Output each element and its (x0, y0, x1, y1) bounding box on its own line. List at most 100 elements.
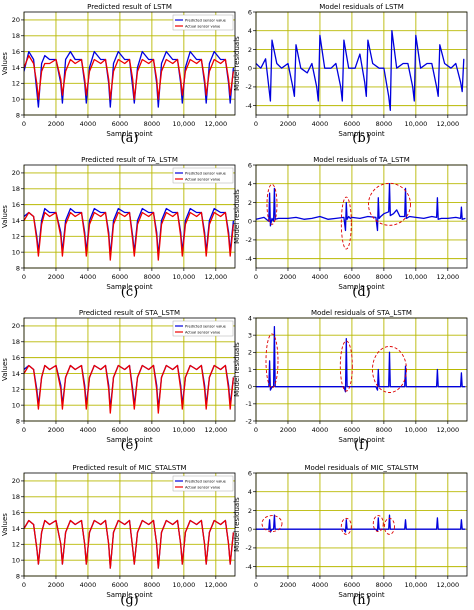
y-tick-label: 6 (248, 161, 252, 169)
x-tick-label: 8000 (376, 273, 393, 281)
x-tick-label: 10,000 (404, 120, 427, 128)
series-line-1 (256, 325, 466, 393)
y-tick-label: 14 (12, 370, 20, 378)
x-tick-label: 10,000 (172, 581, 195, 589)
y-tick-label: 6 (248, 8, 252, 16)
x-tick-label: 6000 (344, 581, 361, 589)
y-tick-label: 20 (12, 477, 20, 485)
x-axis-label: Sample point (106, 130, 153, 138)
x-tick-label: 0 (22, 581, 26, 589)
x-tick-label: 4000 (312, 581, 329, 589)
legend-entry: Actual sensor value (185, 486, 221, 490)
chart-title: Model residuals of LSTM (319, 3, 403, 11)
x-tick-label: 10,000 (404, 581, 427, 589)
y-tick-label: -2 (246, 544, 252, 552)
y-tick-label: -4 (246, 563, 252, 571)
y-tick-label: 20 (12, 169, 20, 177)
x-tick-label: 12,000 (204, 426, 227, 434)
chart-title: Model residuals of MIC_STALSTM (305, 464, 419, 472)
x-tick-label: 4000 (80, 120, 97, 128)
highlight-ellipse (340, 196, 352, 250)
x-tick-label: 4000 (312, 120, 329, 128)
y-tick-label: 14 (12, 525, 20, 533)
series-line-1 (256, 30, 465, 111)
x-axis-label: Sample point (106, 436, 153, 444)
chart-panel-3: 0 2000 4000 6000 8000 10,000 12,000 8 10 12 14 16 18… (1, 156, 236, 300)
panel-label: (c) (121, 285, 138, 300)
plot-frame (255, 11, 468, 116)
x-axis-label: Sample point (338, 436, 385, 444)
x-tick-label: 8000 (144, 426, 161, 434)
plot-frame (23, 317, 236, 422)
y-tick-label: 14 (12, 64, 20, 72)
panel-label: (a) (121, 131, 139, 146)
y-axis-label: Model residuals (233, 497, 241, 552)
y-tick-label: -2 (246, 417, 252, 425)
highlight-ellipse (339, 340, 353, 392)
y-tick-label: 4 (248, 180, 252, 188)
x-tick-label: 10,000 (404, 273, 427, 281)
y-tick-label: 8 (16, 264, 20, 272)
x-axis-label: Sample point (106, 591, 153, 599)
x-tick-label: 12,000 (436, 120, 459, 128)
highlight-ellipse (384, 517, 395, 535)
y-tick-label: 12 (12, 233, 20, 241)
legend-entry: Predicted sensor value (185, 172, 227, 176)
x-tick-label: 8000 (376, 426, 393, 434)
y-tick-label: 2 (248, 199, 252, 207)
x-tick-label: 8000 (144, 120, 161, 128)
x-tick-label: 2000 (280, 273, 297, 281)
panel-label: (d) (352, 285, 370, 300)
x-tick-label: 6000 (344, 426, 361, 434)
x-tick-label: 10,000 (172, 120, 195, 128)
y-tick-label: 18 (12, 185, 20, 193)
y-axis-label: Values (1, 205, 9, 228)
x-tick-label: 10,000 (172, 273, 195, 281)
highlight-ellipse (261, 515, 283, 533)
x-tick-label: 0 (254, 581, 258, 589)
x-tick-label: 0 (254, 273, 258, 281)
y-tick-label: 8 (16, 111, 20, 119)
legend-entry: Actual sensor value (185, 178, 221, 182)
y-tick-label: 20 (12, 16, 20, 24)
x-tick-label: 4000 (312, 426, 329, 434)
x-axis-label: Sample point (338, 130, 385, 138)
y-tick-label: 2 (248, 507, 252, 515)
chart-panel-7: 0 2000 4000 6000 8000 10,000 12,000 8 10 12 14 16 18… (1, 464, 236, 608)
x-tick-label: 8000 (376, 581, 393, 589)
legend-box (172, 14, 234, 31)
y-tick-label: 12 (12, 386, 20, 394)
chart-panel-5: 0 2000 4000 6000 8000 10,000 12,000 8 10 12 14 16 18… (1, 309, 236, 453)
x-tick-label: 0 (22, 120, 26, 128)
x-tick-label: 2000 (48, 426, 65, 434)
legend-box (172, 167, 234, 184)
highlight-ellipse (372, 515, 384, 533)
legend-box (172, 475, 234, 492)
y-tick-label: 18 (12, 338, 20, 346)
y-tick-label: 0 (248, 64, 252, 72)
x-tick-label: 2000 (280, 120, 297, 128)
y-tick-label: 0 (248, 217, 252, 225)
plot-frame (255, 472, 468, 577)
y-tick-label: 10 (12, 248, 20, 256)
y-tick-label: 6 (248, 469, 252, 477)
y-tick-label: -2 (246, 83, 252, 91)
y-tick-label: 2 (248, 349, 252, 357)
y-tick-label: 0 (248, 383, 252, 391)
highlight-ellipse (266, 183, 278, 225)
plot-frame (255, 164, 468, 269)
x-tick-label: 12,000 (436, 581, 459, 589)
panel-label: (h) (352, 593, 371, 608)
legend: Predicted sensor value Actual sensor valu… (172, 475, 234, 492)
y-tick-label: 10 (12, 401, 20, 409)
x-axis-label: Sample point (338, 591, 385, 599)
x-tick-label: 0 (254, 426, 258, 434)
y-tick-label: 1 (248, 366, 252, 374)
y-tick-label: -1 (246, 400, 252, 408)
legend-entry: Predicted sensor value (185, 480, 227, 484)
y-tick-label: 8 (16, 417, 20, 425)
plot-frame (23, 164, 236, 269)
plot-frame (23, 11, 236, 116)
x-tick-label: 2000 (48, 581, 65, 589)
y-tick-label: 20 (12, 322, 20, 330)
